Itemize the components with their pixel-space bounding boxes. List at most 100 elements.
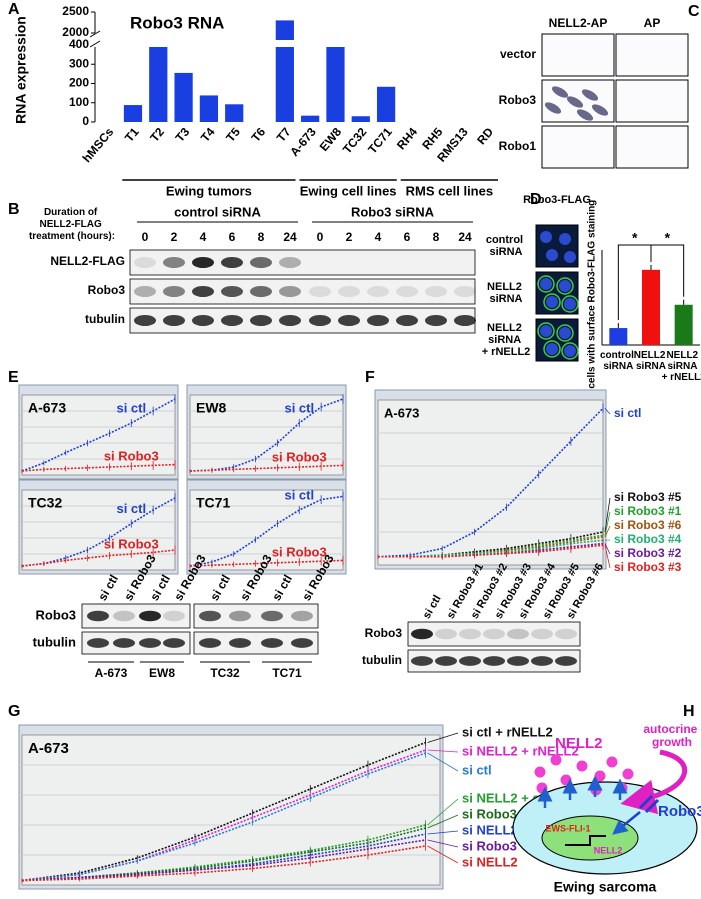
band	[291, 638, 313, 648]
leader-line	[604, 525, 611, 538]
row-label: tubulin	[85, 312, 125, 326]
band	[250, 315, 272, 326]
chart-title: A-673	[28, 400, 66, 416]
y-tick-label: 400	[69, 37, 89, 51]
row-label: NELL2 siRNA	[487, 281, 525, 305]
y-tick-label: 2000	[62, 25, 89, 39]
membrane	[537, 322, 555, 340]
band	[279, 315, 301, 326]
band	[338, 286, 360, 297]
chart-title: Robo3 RNA	[130, 13, 224, 32]
band	[139, 638, 161, 648]
band	[163, 315, 185, 326]
membrane	[543, 293, 561, 311]
legend-entry: si ctl + rNELL2	[462, 724, 553, 739]
band	[221, 257, 243, 268]
band	[192, 286, 214, 297]
nucleus	[546, 249, 558, 261]
bar	[199, 95, 219, 122]
nucleus	[540, 231, 552, 243]
series-line	[378, 539, 604, 558]
group-label: Ewing tumors	[166, 183, 252, 198]
bar	[275, 20, 294, 122]
series-label: si ctl	[116, 400, 146, 415]
hour-label: 0	[142, 230, 149, 244]
series-line	[378, 531, 604, 558]
band	[435, 628, 457, 640]
series-label: si Robo3	[104, 536, 159, 551]
micrograph	[615, 125, 689, 169]
chart-title: EW8	[196, 400, 227, 416]
band	[199, 638, 221, 648]
nucleus	[540, 278, 552, 290]
band	[555, 628, 577, 640]
legend-entry: si NELL2	[462, 854, 518, 869]
panel-label: H	[683, 703, 695, 720]
group-label: Robo3 siRNA	[351, 204, 435, 219]
series-line	[21, 752, 426, 882]
membrane	[556, 277, 574, 295]
nell2-protein	[622, 768, 634, 780]
bar	[674, 304, 693, 345]
bar	[123, 105, 143, 122]
band	[435, 656, 457, 666]
significance: *	[665, 230, 671, 246]
bar	[149, 46, 168, 122]
break-mark	[89, 30, 101, 38]
band	[163, 257, 185, 268]
leader-line	[427, 845, 459, 864]
group-label: Ewing cell lines	[300, 183, 397, 198]
stain	[551, 86, 569, 98]
y-tick-label: 300	[69, 56, 89, 70]
membrane	[537, 275, 555, 293]
band	[309, 315, 331, 326]
legend-entry: si ctl	[614, 406, 641, 420]
band	[555, 656, 577, 666]
chart-title: TC71	[196, 495, 230, 511]
y-axis-label: % cells with surface Robo3-FLAG staining	[587, 200, 598, 401]
hour-label: 24	[283, 230, 297, 244]
leader-line	[604, 543, 611, 555]
legend-entry: si ctl	[462, 762, 492, 777]
band	[134, 286, 156, 297]
series-line	[21, 741, 426, 882]
band	[483, 656, 505, 666]
break-mark	[89, 40, 101, 48]
ligand-label: NELL2	[555, 735, 603, 752]
band	[113, 610, 135, 622]
receptor	[638, 794, 660, 814]
leader-line	[427, 749, 459, 753]
leader-line	[427, 798, 459, 826]
series-line	[378, 536, 604, 558]
plot-area	[21, 394, 176, 476]
series-line	[21, 839, 426, 882]
row-label: Robo3	[499, 93, 537, 107]
panel-label: G	[8, 703, 20, 720]
series-line	[189, 495, 344, 567]
significance: *	[632, 230, 638, 246]
hour-label: 4	[200, 230, 207, 244]
y-tick-label: 0	[82, 114, 89, 128]
band	[411, 628, 433, 640]
row-label: control siRNA	[486, 234, 526, 258]
legend-entry: si Robo3 #3	[614, 560, 682, 574]
band	[279, 286, 301, 297]
hour-label: 4	[375, 230, 382, 244]
autocrine-arrow	[620, 749, 688, 815]
axis-break	[89, 40, 504, 47]
band	[199, 610, 221, 622]
blot	[193, 631, 319, 655]
blot	[129, 278, 476, 305]
series-line	[21, 398, 176, 472]
hour-label: 8	[433, 230, 440, 244]
nucleus	[546, 343, 558, 355]
band	[396, 286, 418, 297]
nell2-protein	[550, 754, 562, 766]
band	[367, 315, 389, 326]
bar	[326, 45, 345, 122]
band	[229, 638, 251, 648]
band	[425, 315, 447, 326]
nucleus	[564, 298, 576, 310]
leader-line	[427, 830, 459, 835]
stain	[566, 96, 584, 108]
